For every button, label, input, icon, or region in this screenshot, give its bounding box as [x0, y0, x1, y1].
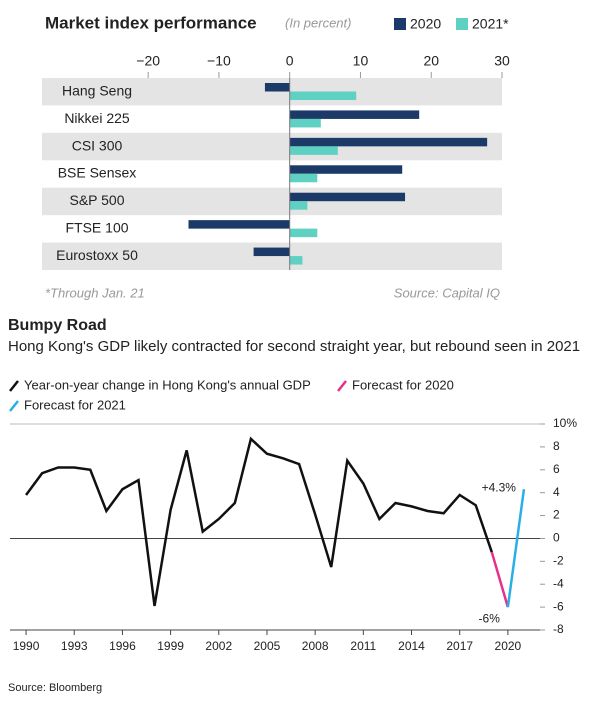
bar	[289, 110, 420, 119]
y-tick-label: 4	[553, 485, 560, 499]
x-tick-label: 30	[494, 53, 510, 69]
x-tick-label: 2008	[302, 639, 329, 653]
x-tick-label: 2014	[398, 639, 425, 653]
x-tick-label: −10	[207, 53, 231, 69]
annotation: +4.3%	[482, 480, 517, 494]
bar	[289, 201, 308, 210]
y-tick-label: 0	[553, 531, 560, 545]
x-tick-label: 1993	[61, 639, 88, 653]
x-tick-label: 2002	[205, 639, 232, 653]
y-tick-label: -8	[553, 622, 564, 636]
line	[25, 436, 494, 607]
source: Source: Bloomberg	[8, 682, 102, 694]
bar	[289, 173, 318, 183]
x-tick-label: 2011	[350, 639, 376, 653]
line	[506, 489, 526, 608]
row-band	[42, 132, 502, 161]
bar	[253, 247, 290, 257]
y-tick-label: 6	[553, 462, 560, 476]
x-tick-label: 0	[286, 53, 294, 69]
x-tick-label: 1996	[109, 639, 136, 653]
legend-swatch	[9, 400, 19, 412]
x-tick-label: 1990	[13, 639, 40, 653]
bar	[289, 228, 318, 238]
bar	[289, 146, 338, 155]
legend-label: Forecast for 2020	[352, 377, 454, 392]
x-tick-label: 2017	[446, 639, 473, 653]
legend-swatch	[394, 18, 406, 30]
bar	[289, 256, 303, 265]
bar	[289, 118, 321, 128]
legend-label: Forecast for 2021	[24, 397, 126, 412]
x-tick-label: 20	[423, 53, 439, 69]
y-tick-label: -4	[553, 576, 564, 590]
bar	[289, 91, 357, 100]
y-tick-label: S&P 500	[69, 192, 124, 208]
bar	[289, 137, 488, 147]
x-tick-label: 10	[353, 53, 369, 69]
y-tick-label: 2	[553, 508, 560, 522]
row-band	[42, 187, 502, 216]
source: Source: Capital IQ	[394, 285, 500, 300]
y-tick-label: -2	[553, 554, 564, 568]
bar	[289, 165, 403, 174]
bar	[188, 220, 290, 229]
y-tick-label: CSI 300	[72, 137, 123, 153]
legend-label: Year-on-year change in Hong Kong's annua…	[24, 377, 311, 392]
chart-subtitle: Hong Kong's GDP likely contracted for se…	[8, 338, 581, 355]
y-tick-label: Hang Seng	[62, 82, 132, 98]
bar	[264, 83, 290, 92]
legend-swatch	[9, 380, 19, 392]
legend-label: 2021*	[472, 16, 509, 32]
x-tick-label: 2005	[254, 639, 281, 653]
line	[490, 551, 510, 608]
footnote: *Through Jan. 21	[45, 285, 145, 300]
y-tick-label: Nikkei 225	[64, 110, 130, 126]
y-tick-label: Eurostoxx 50	[56, 247, 138, 263]
x-tick-label: 1999	[157, 639, 184, 653]
annotation: -6%	[479, 611, 501, 625]
y-tick-label: FTSE 100	[65, 220, 128, 236]
chart-subtitle: (In percent)	[285, 15, 351, 30]
y-tick-label: -6	[553, 599, 564, 613]
x-tick-label: −20	[136, 53, 160, 69]
legend-swatch	[337, 380, 347, 392]
legend-swatch	[456, 18, 468, 30]
y-tick-label: 8	[553, 439, 560, 453]
chart-title: Bumpy Road	[8, 317, 107, 334]
bar	[289, 192, 406, 202]
row-band	[42, 242, 502, 270]
y-tick-label: BSE Sensex	[58, 165, 137, 181]
legend-label: 2020	[410, 16, 441, 32]
x-tick-label: 2020	[495, 639, 522, 653]
row-band	[42, 78, 502, 106]
chart-title: Market index performance	[45, 13, 257, 32]
y-tick-label: 10%	[553, 416, 577, 430]
